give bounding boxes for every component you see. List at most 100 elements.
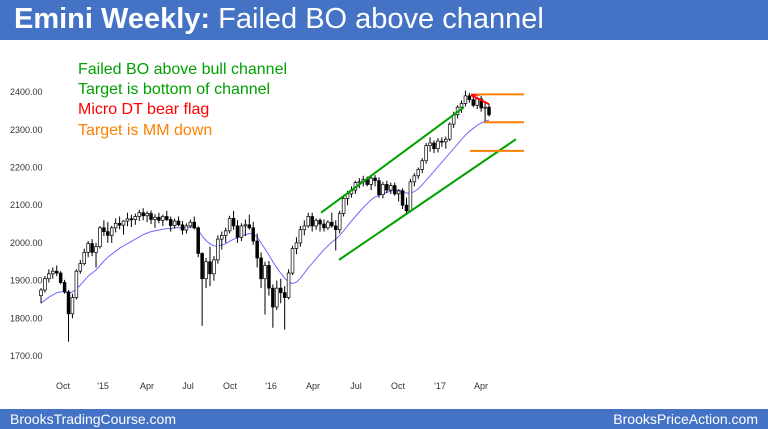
candle [483, 101, 487, 123]
candle-body [322, 223, 326, 229]
candle [290, 245, 295, 275]
y-tick-label: 2400.00 [10, 87, 43, 97]
candle-body [330, 221, 334, 227]
y-tick-label: 2300.00 [10, 125, 43, 135]
candle [302, 220, 307, 236]
candle-body [231, 218, 236, 227]
candle-body [235, 225, 240, 238]
candle [47, 269, 51, 283]
candle-body [39, 289, 43, 297]
candle-body [172, 220, 177, 226]
candle-body [373, 177, 377, 182]
candle [247, 214, 252, 230]
candle [145, 211, 149, 223]
candle [51, 267, 55, 279]
title-bold: Emini Weekly: [14, 3, 211, 35]
slide-title: Emini Weekly: Failed BO above channel [14, 3, 544, 36]
candle [310, 212, 314, 232]
x-tick-label: '16 [265, 381, 277, 391]
candle-body [432, 142, 436, 149]
candle [251, 221, 255, 245]
x-tick-label: Apr [306, 381, 320, 391]
candle-body [444, 138, 448, 143]
candle [121, 220, 126, 235]
candle-body [302, 225, 307, 231]
candle [235, 220, 240, 243]
candle-body [247, 224, 252, 229]
candle [373, 175, 377, 187]
candle-body [251, 227, 255, 242]
candle-body [282, 292, 287, 298]
candle [255, 233, 259, 268]
candle [223, 227, 228, 243]
annotation-target-mm: Target is MM down [78, 122, 213, 139]
candle-body [212, 259, 216, 275]
title-bar: Emini Weekly: Failed BO above channel [0, 0, 768, 40]
candle [216, 235, 220, 264]
candle-body [47, 273, 51, 280]
candle-body [463, 95, 468, 104]
candle-body [165, 216, 169, 220]
candle-body [259, 257, 263, 280]
candle [306, 212, 310, 228]
candle [263, 261, 267, 315]
candle [428, 137, 432, 152]
candlestick-chart: 1700.00 1800.00 1900.00 2000.00 2100.00 2200.… [10, 87, 524, 391]
candle [337, 210, 342, 234]
candle [318, 218, 322, 232]
candle [176, 216, 181, 227]
candle-body [51, 270, 55, 275]
y-tick-label: 1700.00 [10, 351, 43, 361]
trend-overlays [320, 93, 524, 261]
micro-dt-line [470, 94, 490, 106]
channel-line [320, 106, 465, 214]
candle-body [326, 221, 330, 229]
candle [184, 223, 189, 234]
candle-body [341, 198, 346, 214]
candle-body [94, 246, 98, 253]
candle-body [188, 221, 193, 227]
x-tick-label: Jul [350, 381, 362, 391]
candle [447, 122, 452, 142]
candle-body [82, 251, 86, 264]
footer-right-link[interactable]: BrooksPriceAction.com [613, 411, 758, 427]
candle [404, 197, 409, 215]
candle-body [70, 297, 75, 315]
x-tick-label: Oct [56, 381, 71, 391]
candle-body [404, 204, 409, 212]
candle [463, 90, 468, 107]
candle-body [196, 227, 200, 254]
candle [180, 221, 185, 235]
candle-body [192, 221, 197, 229]
annotation-micro-dt: Micro DT bear flag [78, 101, 210, 118]
footer-left-link[interactable]: BrooksTradingCourse.com [10, 411, 176, 427]
footer-bar: BrooksTradingCourse.com BrooksPriceActio… [0, 409, 768, 429]
candle-body [275, 287, 279, 308]
candle-body [216, 238, 220, 261]
candle [298, 225, 303, 247]
annotation-failed-bo: Failed BO above bull channel [78, 61, 288, 78]
x-tick-label: Oct [391, 381, 406, 391]
candle [74, 269, 79, 300]
candle-body [109, 227, 114, 236]
candle-body [78, 263, 83, 272]
candle [389, 182, 393, 194]
candle-body [125, 218, 130, 222]
candle [239, 223, 244, 242]
x-tick-label: Apr [474, 381, 488, 391]
candle-body [377, 180, 381, 195]
candle-body [459, 103, 464, 108]
candle-body [204, 261, 208, 280]
candle [408, 178, 413, 212]
candle [153, 214, 157, 228]
candle-body [278, 287, 283, 294]
candle-body [436, 140, 440, 150]
candle-body [243, 224, 248, 227]
candle-body [117, 222, 122, 226]
candle [39, 288, 43, 304]
candle [141, 208, 145, 221]
candle-body [184, 225, 189, 231]
candle [58, 271, 63, 285]
candle [192, 216, 197, 230]
candle-body [479, 98, 483, 109]
